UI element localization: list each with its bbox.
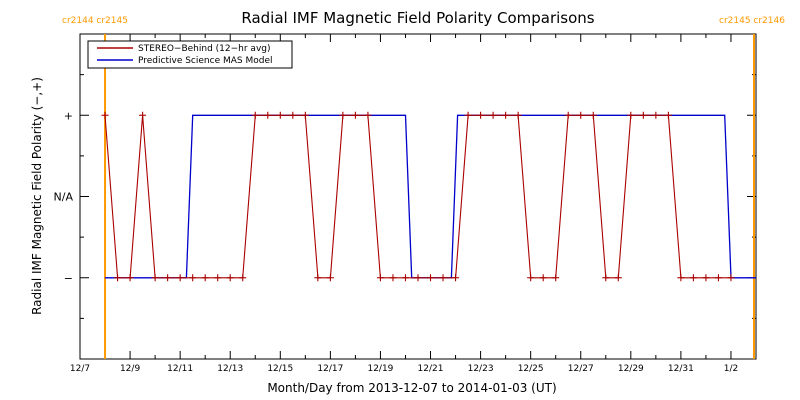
y-tick-label: +: [64, 109, 73, 122]
stereo-point: [189, 274, 197, 282]
stereo-point: [376, 274, 384, 282]
x-tick-label: 12/15: [267, 364, 293, 374]
carrington-label-left: cr2144 cr2145: [62, 16, 128, 26]
stereo-point: [301, 111, 309, 119]
y-tick-label: −: [64, 272, 73, 285]
legend: STEREO−Behind (12−hr avg) Predictive Sci…: [87, 40, 293, 69]
stereo-point: [326, 274, 334, 282]
x-tick-label: 12/31: [668, 364, 694, 374]
x-tick-label: 12/23: [468, 364, 494, 374]
stereo-point: [401, 274, 409, 282]
stereo-point: [101, 111, 109, 119]
stereo-point: [627, 111, 635, 119]
stereo-point: [664, 111, 672, 119]
stereo-point: [414, 274, 422, 282]
stereo-point: [502, 111, 510, 119]
x-axis-label: Month/Day from 2013-12-07 to 2014-01-03 …: [267, 381, 556, 395]
stereo-point: [727, 274, 735, 282]
stereo-point: [264, 111, 272, 119]
stereo-point: [652, 111, 660, 119]
y-axis-label: Radial IMF Magnetic Field Polarity (−,+): [30, 77, 44, 315]
stereo-point: [477, 111, 485, 119]
stereo-point: [577, 111, 585, 119]
stereo-point: [464, 111, 472, 119]
stereo-point: [702, 274, 710, 282]
stereo-point: [489, 111, 497, 119]
stereo-point: [214, 274, 222, 282]
stereo-point: [201, 274, 209, 282]
plot-frame: [79, 33, 757, 360]
legend-label-mas: Predictive Science MAS Model: [138, 56, 273, 66]
stereo-point: [589, 111, 597, 119]
x-tick-label: 12/9: [120, 364, 140, 374]
stereo-point: [239, 274, 247, 282]
stereo-point: [289, 111, 297, 119]
stereo-point: [527, 274, 535, 282]
stereo-point: [164, 274, 172, 282]
x-tick-label: 1/2: [724, 364, 738, 374]
stereo-point: [176, 274, 184, 282]
stereo-point: [226, 274, 234, 282]
stereo-point: [439, 274, 447, 282]
x-tick-label: 12/7: [70, 364, 90, 374]
stereo-point: [427, 274, 435, 282]
mas-model-line: [105, 114, 756, 279]
stereo-point: [677, 274, 685, 282]
x-tick-label: 12/27: [568, 364, 594, 374]
stereo-point: [552, 274, 560, 282]
stereo-point: [614, 274, 622, 282]
y-tick-label: N/A: [54, 191, 74, 204]
legend-box: [87, 40, 293, 69]
stereo-point: [514, 111, 522, 119]
stereo-point: [689, 274, 697, 282]
series-layer: [101, 111, 756, 282]
stereo-point: [364, 111, 372, 119]
stereo-point: [714, 274, 722, 282]
stereo-point: [151, 274, 159, 282]
y-axis: − N/A +: [54, 33, 756, 360]
x-tick-label: 12/13: [217, 364, 243, 374]
stereo-point: [139, 111, 147, 119]
stereo-point: [314, 274, 322, 282]
stereo-point: [114, 274, 122, 282]
x-tick-label: 12/11: [167, 364, 193, 374]
stereo-point: [126, 274, 134, 282]
x-tick-label: 12/25: [518, 364, 544, 374]
stereo-point: [339, 111, 347, 119]
stereo-point: [602, 274, 610, 282]
stereo-point: [351, 111, 359, 119]
stereo-point: [389, 274, 397, 282]
stereo-point: [564, 111, 572, 119]
carrington-label-right: cr2145 cr2146: [719, 16, 785, 26]
stereo-point: [639, 111, 647, 119]
x-tick-label: 12/19: [367, 364, 393, 374]
x-tick-label: 12/21: [418, 364, 444, 374]
stereo-point: [539, 274, 547, 282]
stereo-behind-line: [104, 114, 731, 279]
carrington-lines: [104, 34, 755, 359]
stereo-point: [276, 111, 284, 119]
x-tick-label: 12/17: [317, 364, 343, 374]
chart-title: Radial IMF Magnetic Field Polarity Compa…: [241, 9, 594, 27]
stereo-point: [251, 111, 259, 119]
x-axis: 12/7 12/9 12/11 12/13 12/15 12/17 12/19 12/21 12…: [70, 34, 757, 374]
stereo-point: [452, 274, 460, 282]
legend-label-stereo: STEREO−Behind (12−hr avg): [138, 44, 271, 54]
x-tick-label: 12/29: [618, 364, 644, 374]
